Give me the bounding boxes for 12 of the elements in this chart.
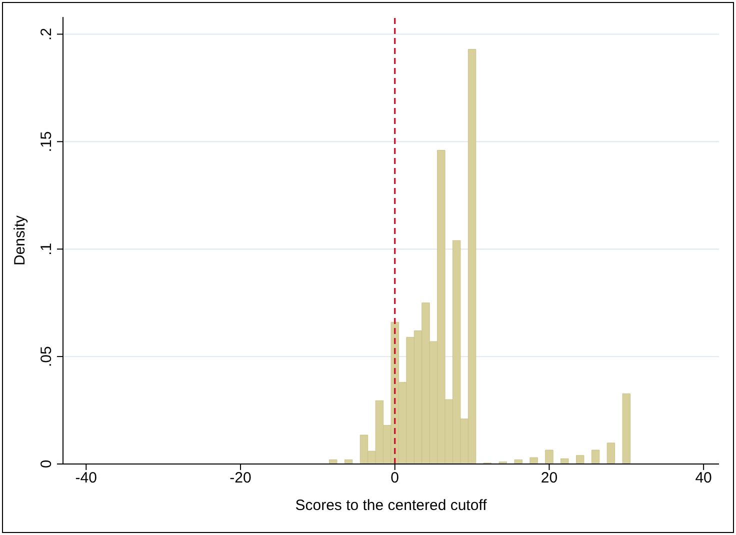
y-tick-label: .1 — [38, 242, 55, 256]
x-tick-label: -40 — [75, 470, 97, 487]
y-tick-label: .05 — [38, 346, 55, 367]
x-tick-label: 20 — [540, 470, 558, 487]
y-tick-label: .15 — [38, 131, 55, 152]
x-axis-title: Scores to the centered cutoff — [295, 497, 488, 514]
x-tick-label: 40 — [695, 470, 712, 487]
y-tick-label: .2 — [38, 28, 55, 40]
x-tick-label: -20 — [230, 470, 252, 487]
x-tick-label: 0 — [390, 470, 400, 487]
y-tick-label: 0 — [38, 460, 55, 468]
y-axis-title: Density — [11, 215, 28, 266]
